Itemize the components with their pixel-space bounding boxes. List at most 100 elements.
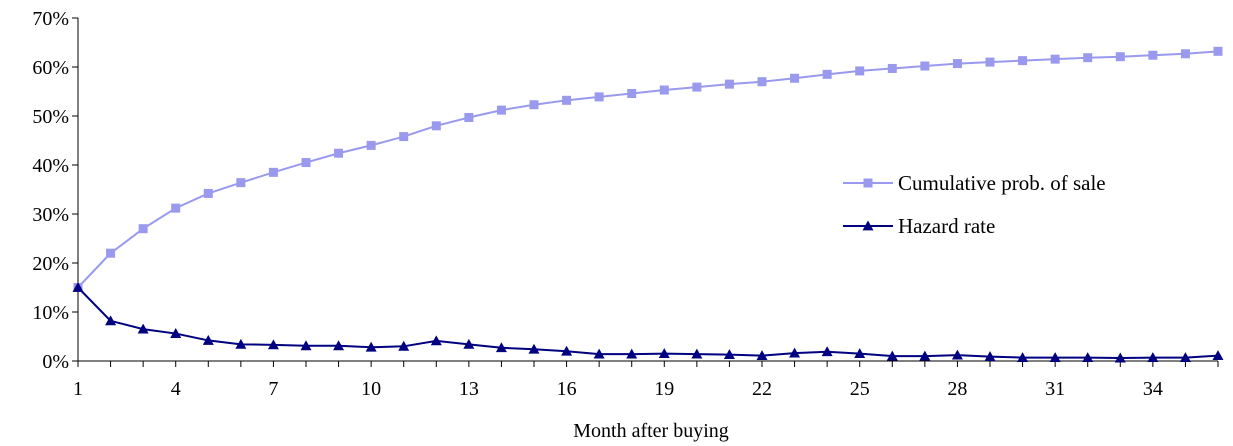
data-point (920, 61, 930, 71)
data-point (1115, 52, 1125, 62)
data-point (790, 73, 800, 83)
y-tick-label: 40% (32, 155, 69, 177)
x-tick-label: 22 (752, 378, 772, 400)
data-point (1049, 352, 1061, 362)
data-point (691, 348, 703, 359)
series-line (77, 286, 1219, 360)
data-point (430, 335, 442, 346)
data-point (106, 248, 116, 258)
data-point (1147, 352, 1159, 362)
data-point (626, 348, 638, 359)
data-point (300, 340, 312, 351)
data-point (593, 348, 605, 359)
data-point (627, 88, 637, 98)
data-point (105, 315, 117, 326)
data-point (431, 121, 441, 131)
data-point (398, 340, 410, 351)
data-point (724, 79, 734, 89)
data-point (495, 342, 507, 353)
x-tick-label: 19 (654, 378, 674, 400)
legend-item: Hazard rate (843, 214, 995, 238)
x-tick-label: 16 (557, 378, 577, 400)
data-point (789, 347, 801, 358)
data-point (236, 178, 246, 188)
y-tick-label: 0% (42, 351, 69, 373)
data-point (137, 323, 149, 334)
data-point (855, 66, 865, 76)
data-point (170, 328, 182, 338)
data-point (399, 132, 409, 142)
x-tick-label: 28 (947, 378, 967, 400)
data-point (854, 348, 866, 359)
x-tick-label: 4 (171, 378, 181, 400)
legend: Cumulative prob. of sale Hazard rate (843, 171, 1106, 238)
series-line (77, 50, 1219, 289)
y-tick-label: 10% (32, 302, 69, 324)
data-point (464, 112, 474, 122)
legend-label: Cumulative prob. of sale (898, 171, 1106, 195)
data-point (562, 95, 572, 105)
data-point (692, 82, 702, 92)
x-tick-label: 31 (1045, 378, 1065, 400)
data-point (268, 167, 278, 177)
data-point (1213, 46, 1223, 56)
x-tick-label: 34 (1143, 378, 1163, 400)
data-point (821, 346, 833, 357)
data-point (202, 334, 214, 345)
series-cumulative (73, 46, 1223, 292)
data-point (887, 63, 897, 73)
y-tick-label: 70% (32, 8, 69, 30)
data-point (723, 349, 735, 360)
data-point (984, 351, 996, 361)
x-tick-label: 25 (850, 378, 870, 400)
data-point (366, 140, 376, 150)
data-point (594, 92, 604, 102)
data-point (496, 105, 506, 115)
series-hazard (72, 282, 1224, 363)
data-point (822, 69, 832, 79)
legend-item: Cumulative prob. of sale (843, 171, 1106, 195)
data-point (267, 339, 279, 350)
legend-marker (863, 178, 873, 188)
legend-marker (862, 220, 874, 231)
data-point (659, 85, 669, 95)
data-point (463, 338, 475, 349)
data-point (301, 158, 311, 168)
data-point (1050, 54, 1060, 64)
data-point (756, 350, 768, 361)
data-point (138, 224, 148, 234)
y-tick-label: 50% (32, 106, 69, 128)
data-point (561, 345, 573, 356)
data-point (658, 348, 670, 359)
data-point (951, 349, 963, 360)
series-layer (72, 46, 1224, 363)
axes: 0% 10% 20% 30% 40% 50% 60% 70% 1 4 7 10 13 16 19 22 25 28… (32, 8, 1219, 400)
data-point (334, 148, 344, 158)
x-tick-label: 7 (268, 378, 278, 400)
data-point (333, 340, 345, 351)
data-point (235, 338, 247, 349)
data-point (1212, 350, 1224, 361)
x-tick-label: 10 (361, 378, 381, 400)
data-point (1083, 53, 1093, 63)
y-tick-label: 60% (32, 57, 69, 79)
data-point (72, 282, 84, 292)
data-point (985, 57, 995, 67)
data-point (1148, 50, 1158, 60)
data-point (757, 77, 767, 87)
data-point (365, 341, 377, 352)
data-point (1082, 352, 1094, 362)
data-point (1180, 49, 1190, 59)
y-tick-label: 20% (32, 253, 69, 275)
data-point (952, 59, 962, 69)
data-point (1114, 352, 1126, 363)
x-tick-label: 13 (459, 378, 479, 400)
data-point (919, 350, 931, 361)
data-point (528, 343, 540, 354)
legend-label: Hazard rate (898, 214, 995, 238)
data-point (886, 350, 898, 361)
data-point (1017, 352, 1029, 362)
data-point (171, 203, 181, 213)
data-point (1179, 352, 1191, 362)
